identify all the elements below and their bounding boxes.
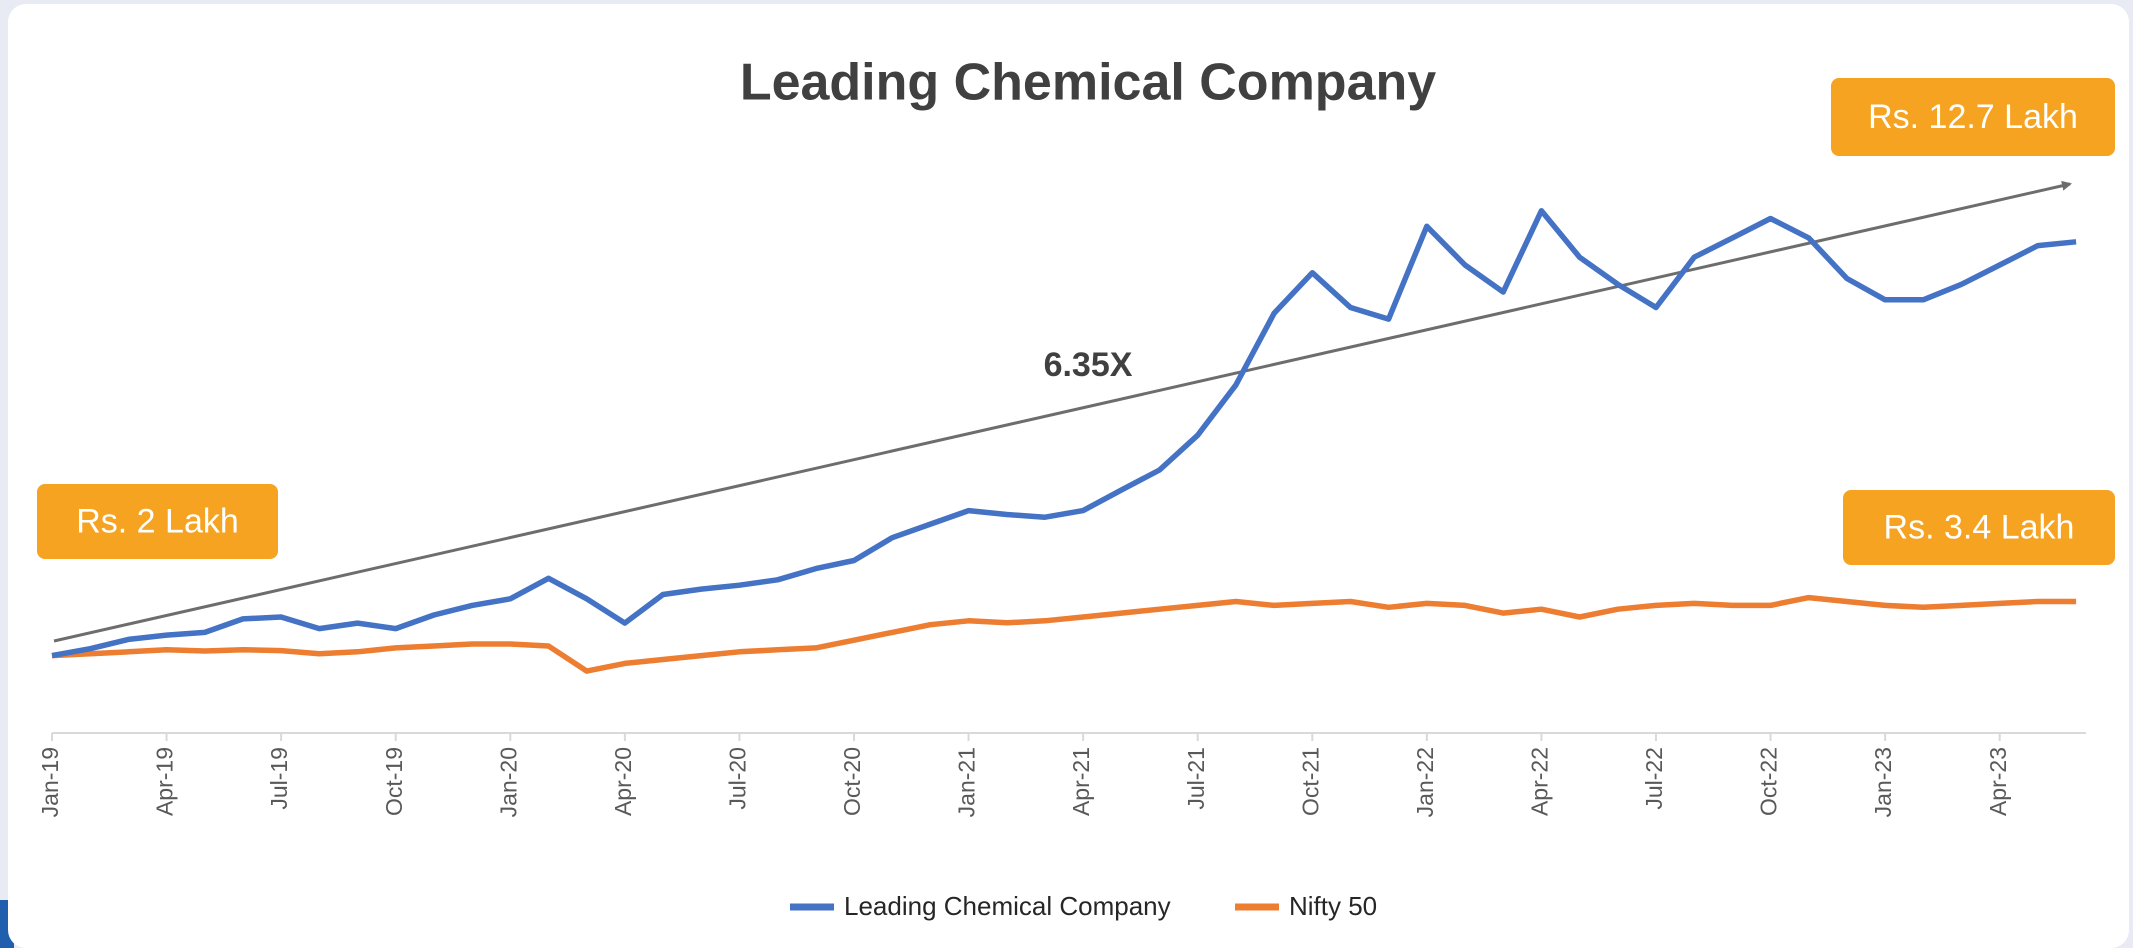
annotation: 6.35X <box>1044 346 1133 384</box>
card <box>8 4 2129 948</box>
series-line <box>51 594 2077 674</box>
legend-label: Nifty 50 <box>1289 891 1377 921</box>
x-tick-label: Jan-23 <box>1870 747 1896 817</box>
annotation: Rs. 12.7 Lakh <box>1868 98 2078 136</box>
annotation: Rs. 3.4 Lakh <box>1884 508 2075 546</box>
x-tick-label: Apr-21 <box>1068 747 1094 816</box>
x-tick-label: Jul-22 <box>1641 747 1667 810</box>
x-tick-label: Jan-20 <box>495 747 521 817</box>
x-tick-label: Jan-22 <box>1412 747 1438 817</box>
x-tick-label: Jan-21 <box>954 747 980 817</box>
x-tick-label: Apr-22 <box>1526 747 1552 816</box>
annotation-box <box>1843 490 2115 565</box>
x-tick-label: Jan-19 <box>37 747 63 817</box>
x-tick-label: Oct-21 <box>1297 747 1323 816</box>
legend-label: Leading Chemical Company <box>844 891 1171 921</box>
x-tick-label: Jul-21 <box>1183 747 1209 810</box>
x-tick-label: Jul-20 <box>724 747 750 810</box>
chart-title: Leading Chemical Company <box>740 54 1436 112</box>
series-line <box>51 208 2077 659</box>
annotation-box <box>37 484 278 559</box>
x-tick-label: Oct-20 <box>839 747 865 816</box>
annotation-box <box>1831 78 2115 156</box>
x-tick-label: Jul-19 <box>266 747 292 810</box>
annotation: Rs. 2 Lakh <box>76 502 239 540</box>
x-tick-label: Apr-23 <box>1985 747 2011 816</box>
trend-arrow <box>53 180 2072 643</box>
x-tick-label: Apr-20 <box>610 747 636 816</box>
x-tick-label: Apr-19 <box>152 747 178 816</box>
x-tick-label: Oct-22 <box>1756 747 1782 816</box>
x-tick-label: Oct-19 <box>381 747 407 816</box>
